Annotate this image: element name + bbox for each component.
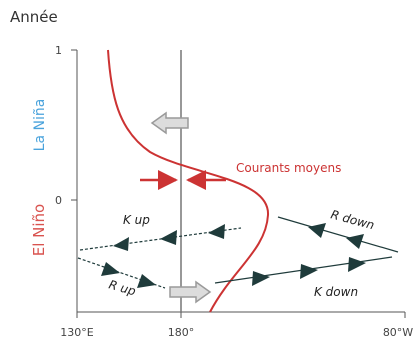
k-up-arrowhead-3 bbox=[208, 224, 225, 239]
k-down-arrowhead-2 bbox=[300, 264, 318, 279]
r-down-label: R down bbox=[329, 207, 376, 232]
k-down-arrowhead-1 bbox=[252, 271, 270, 286]
k-down-label: K down bbox=[314, 285, 358, 299]
el-nino-label: El Niño bbox=[30, 204, 48, 257]
r-down-wave-line bbox=[277, 216, 399, 253]
large-right-arrow bbox=[169, 280, 212, 304]
y-tick-label-0: 0 bbox=[55, 194, 62, 207]
x-tick-label-180: 180° bbox=[168, 326, 195, 339]
r-up-arrowhead-1 bbox=[101, 262, 120, 276]
r-down-arrowhead-1 bbox=[308, 223, 326, 238]
r-up-arrowhead-2 bbox=[137, 274, 156, 288]
mean-currents-label: Courants moyens bbox=[236, 161, 341, 175]
y-tick-label-1: 1 bbox=[55, 44, 62, 57]
x-tick-label-80w: 80°W bbox=[383, 326, 413, 339]
y-axis-title: Année bbox=[10, 8, 58, 26]
la-nina-label: La Niña bbox=[32, 99, 48, 152]
k-up-arrowhead-1 bbox=[113, 237, 129, 251]
oscillation-curve bbox=[107, 49, 270, 313]
r-down-arrowhead-2 bbox=[346, 234, 364, 249]
k-up-label: K up bbox=[123, 213, 150, 227]
k-down-arrowhead-3 bbox=[348, 257, 366, 272]
k-up-arrowhead-2 bbox=[160, 230, 177, 245]
large-left-arrow bbox=[150, 111, 189, 135]
r-up-label: R up bbox=[107, 277, 138, 298]
x-tick-label-130e: 130°E bbox=[60, 326, 93, 339]
